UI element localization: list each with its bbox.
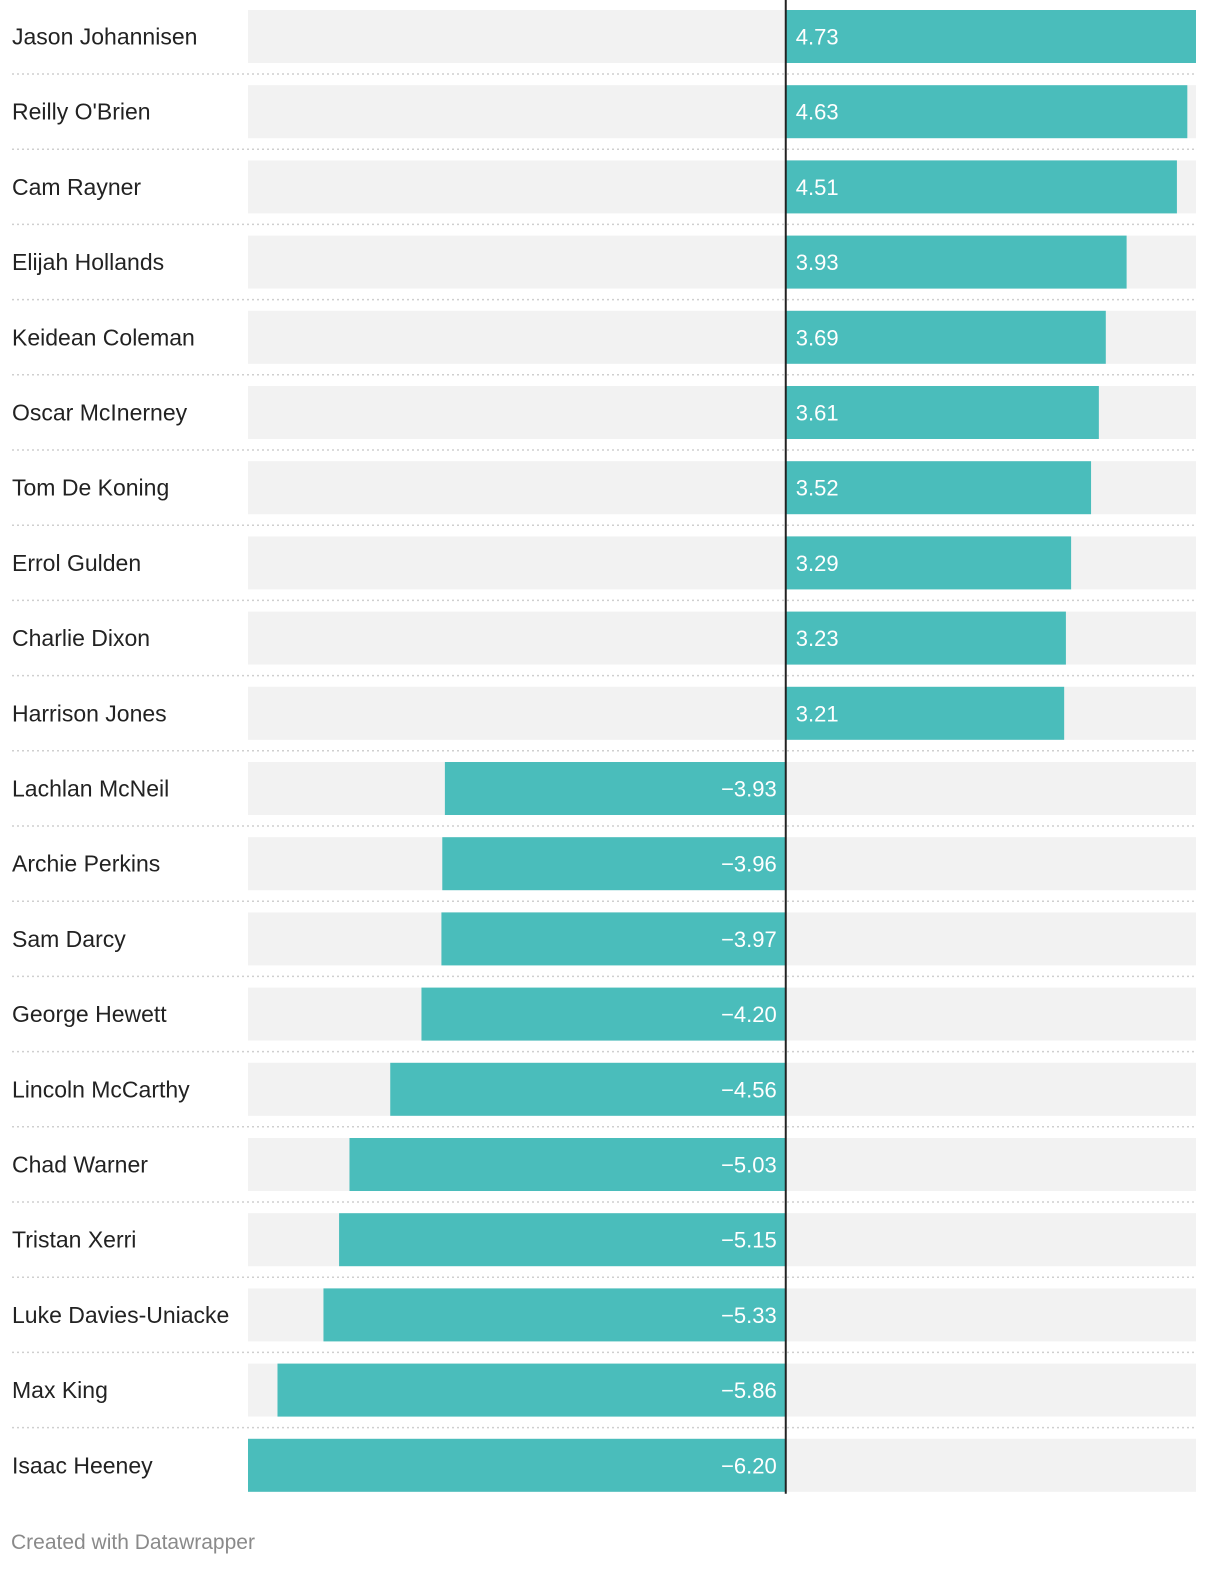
category-label: Lachlan McNeil	[12, 776, 169, 802]
value-label: 3.61	[796, 401, 839, 426]
category-label: Harrison Jones	[12, 700, 167, 726]
value-label: −4.56	[721, 1077, 777, 1102]
value-label: −3.93	[721, 777, 777, 802]
category-label: Tom De Koning	[12, 475, 169, 501]
bar-10	[785, 686, 1065, 740]
bar-3	[785, 160, 1177, 214]
value-label: 4.51	[796, 175, 839, 200]
bar-7	[785, 461, 1092, 515]
category-label: Elijah Hollands	[12, 249, 164, 275]
category-label: Max King	[12, 1377, 108, 1403]
category-label: Archie Perkins	[12, 851, 160, 877]
value-label: 3.93	[796, 250, 839, 275]
value-label: −5.15	[721, 1228, 777, 1253]
bar-6	[785, 386, 1099, 439]
category-label: Errol Gulden	[12, 550, 141, 576]
bar-5	[785, 310, 1106, 364]
value-label: −5.86	[721, 1378, 777, 1403]
category-label: Oscar McInerney	[12, 400, 188, 426]
value-label: 3.69	[796, 325, 839, 350]
bar-16	[349, 1138, 786, 1191]
value-label: −5.33	[721, 1303, 777, 1328]
category-label: Lincoln McCarthy	[12, 1076, 190, 1102]
bar-11	[444, 762, 786, 815]
value-label: 3.23	[796, 626, 839, 651]
value-label: 4.73	[796, 25, 839, 50]
category-label: Reilly O'Brien	[12, 99, 151, 125]
bar-20	[248, 1438, 786, 1492]
category-label: George Hewett	[12, 1001, 167, 1027]
category-label: Cam Rayner	[12, 174, 141, 200]
value-label: −6.20	[721, 1453, 777, 1478]
category-label: Jason Johannisen	[12, 24, 197, 50]
category-label: Tristan Xerri	[12, 1227, 136, 1253]
value-label: −4.20	[721, 1002, 777, 1027]
bar-2	[785, 85, 1188, 139]
value-label: −3.96	[721, 852, 777, 877]
diverging-bar-chart: Jason Johannisen 4.73 Reilly O'Brien 4.63 Ca…	[12, 0, 1196, 1494]
value-label: 3.29	[796, 551, 839, 576]
category-label: Keidean Coleman	[12, 324, 195, 350]
bar-19	[277, 1363, 786, 1417]
bar-15	[390, 1062, 786, 1116]
footer-credit: Created with Datawrapper	[11, 1531, 255, 1554]
bar-4	[785, 235, 1127, 289]
bar-9	[785, 611, 1066, 665]
bar-14	[421, 987, 786, 1041]
category-label: Chad Warner	[12, 1152, 148, 1178]
category-label: Luke Davies-Uniacke	[12, 1302, 229, 1328]
value-label: 4.63	[796, 100, 839, 125]
value-label: 3.21	[796, 701, 839, 726]
bar-18	[323, 1288, 786, 1342]
value-label: −3.97	[721, 927, 777, 952]
category-label: Sam Darcy	[12, 926, 126, 952]
bar-1	[785, 10, 1196, 63]
category-label: Isaac Heeney	[12, 1452, 153, 1478]
bar-8	[785, 536, 1072, 590]
bar-17	[339, 1213, 786, 1267]
bar-12	[442, 837, 786, 891]
bar-13	[441, 912, 786, 966]
category-label: Charlie Dixon	[12, 625, 150, 651]
value-label: −5.03	[721, 1153, 777, 1178]
value-label: 3.52	[796, 476, 839, 501]
